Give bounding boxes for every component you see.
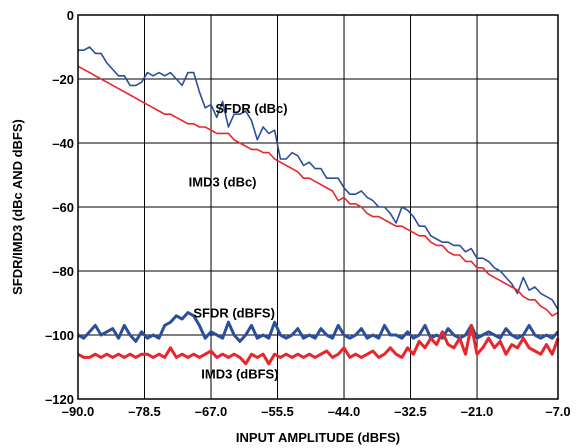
annotation-sfdr-dbc: SFDR (dBc) (215, 101, 287, 116)
x-tick-label: –67.0 (195, 404, 228, 419)
y-axis-title: SFDR/IMD3 (dBc AND dBFS) (10, 119, 25, 295)
series-line-imd3-dbfs (77, 323, 560, 366)
x-tick-label: –32.5 (394, 404, 427, 419)
x-tick-label: –21.0 (461, 404, 494, 419)
y-tick-label: –100 (45, 328, 74, 343)
y-tick-label: –20 (52, 72, 74, 87)
annotation-imd3-dbfs: IMD3 (dBFS) (201, 366, 278, 381)
x-tick-label: –55.5 (261, 404, 294, 419)
x-axis-title: INPUT AMPLITUDE (dBFS) (236, 430, 400, 445)
x-tick-labels: –90.0 –78.5 –67.0 –55.5 –44.0 –32.5 –21.0 –7.0 (62, 404, 571, 419)
series-layer (77, 46, 560, 366)
y-tick-label: –80 (52, 264, 74, 279)
y-tick-label: 0 (67, 8, 74, 23)
y-tick-label: –60 (52, 200, 74, 215)
x-tick-label: –90.0 (62, 404, 95, 419)
annotation-sfdr-dbfs: SFDR (dBFS) (193, 306, 275, 321)
y-tick-labels: 0 –20 –40 –60 –80 –100 –120 (45, 8, 74, 407)
x-tick-label: –44.0 (328, 404, 361, 419)
y-tick-label: –120 (45, 392, 74, 407)
y-tick-label: –40 (52, 136, 74, 151)
series-line-sfdr-dbc (78, 46, 559, 310)
annotation-imd3-dbc: IMD3 (dBc) (189, 174, 257, 189)
x-tick-label: –7.0 (545, 404, 570, 419)
annotations: SFDR (dBc) IMD3 (dBc) SFDR (dBFS) IMD3 (dBF… (189, 101, 288, 382)
series-line-sfdr-dbfs (77, 311, 560, 343)
series-line-imd3-dbc (77, 65, 559, 317)
plot-frame (77, 14, 559, 400)
x-tick-label: –78.5 (128, 404, 161, 419)
